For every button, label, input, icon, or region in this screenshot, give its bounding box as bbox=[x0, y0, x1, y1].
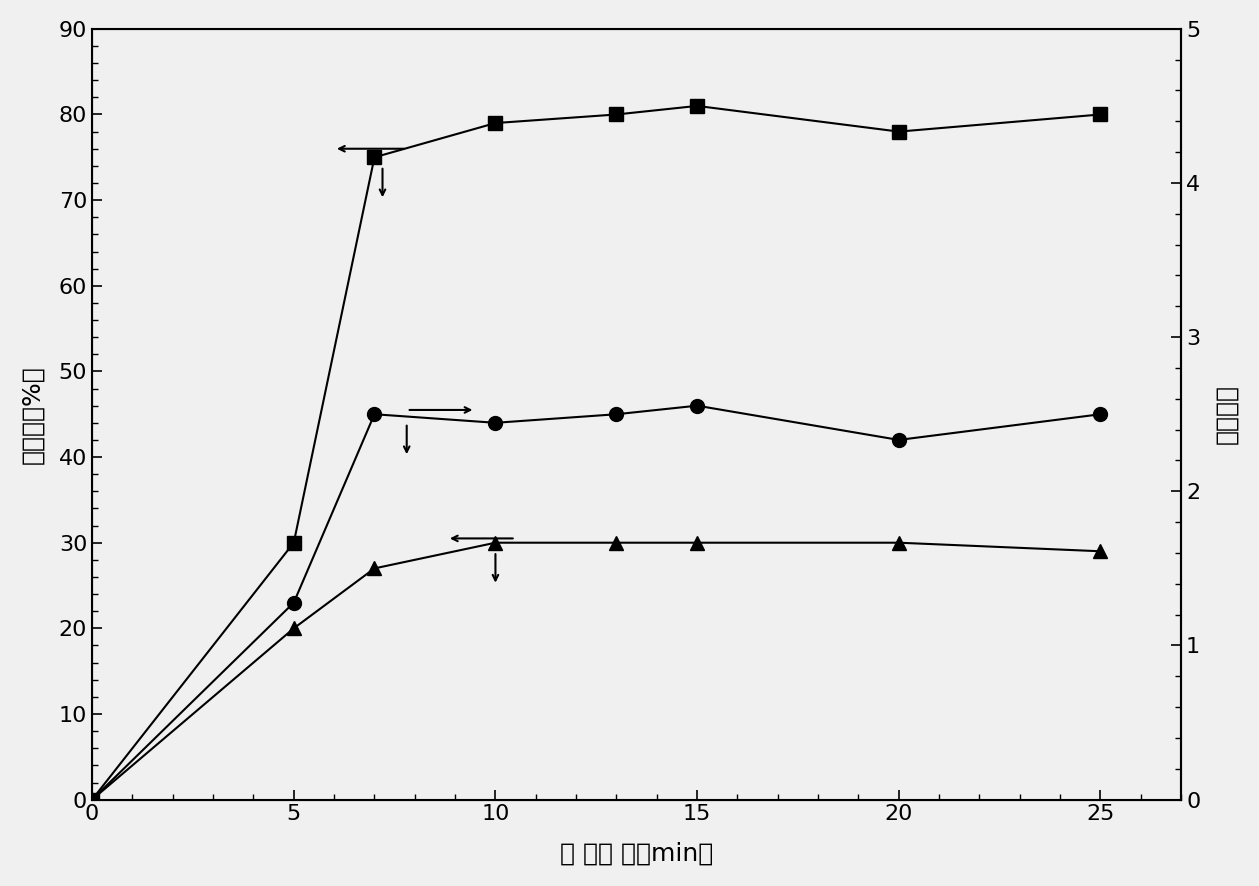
Y-axis label: 回收率（%）: 回收率（%） bbox=[21, 365, 45, 463]
X-axis label: 反 萌时 间（min）: 反 萌时 间（min） bbox=[560, 841, 714, 865]
Y-axis label: 纯化因子: 纯化因子 bbox=[1214, 385, 1238, 444]
